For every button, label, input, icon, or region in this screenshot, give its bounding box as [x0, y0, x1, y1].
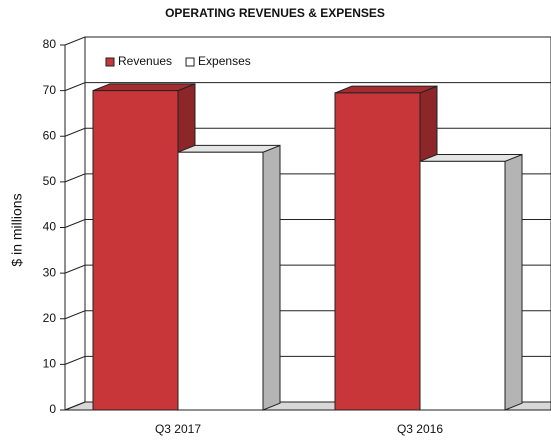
y-tick-label: 10 [43, 357, 57, 371]
chart-title: OPERATING REVENUES & EXPENSES [165, 6, 385, 20]
legend-label: Revenues [118, 54, 172, 68]
bar [419, 160, 506, 411]
bar [92, 90, 179, 411]
y-tick-label: 40 [43, 220, 57, 234]
grid-line [64, 36, 551, 46]
bar [334, 92, 421, 411]
bar-top [419, 154, 523, 162]
bar-side [504, 153, 523, 411]
y-tick-label: 30 [43, 265, 57, 279]
bar [177, 151, 264, 411]
y-axis-label: $ in millions [9, 193, 25, 266]
legend-swatch [185, 57, 195, 67]
y-tick-label: 70 [43, 83, 57, 97]
bar-top [334, 85, 438, 94]
x-tick-label: Q3 2016 [397, 422, 443, 436]
bar-side [262, 144, 281, 411]
y-tick-label: 80 [43, 37, 57, 51]
grid-line [64, 82, 551, 92]
bar-top [92, 83, 196, 92]
x-tick-label: Q3 2017 [155, 422, 201, 436]
y-tick-label: 60 [43, 128, 57, 142]
legend-swatch [105, 57, 115, 67]
legend-label: Expenses [198, 54, 251, 68]
bar-top [177, 144, 281, 153]
y-tick-label: 50 [43, 174, 57, 188]
y-tick-label: 20 [43, 311, 57, 325]
y-tick-label: 0 [49, 402, 56, 416]
